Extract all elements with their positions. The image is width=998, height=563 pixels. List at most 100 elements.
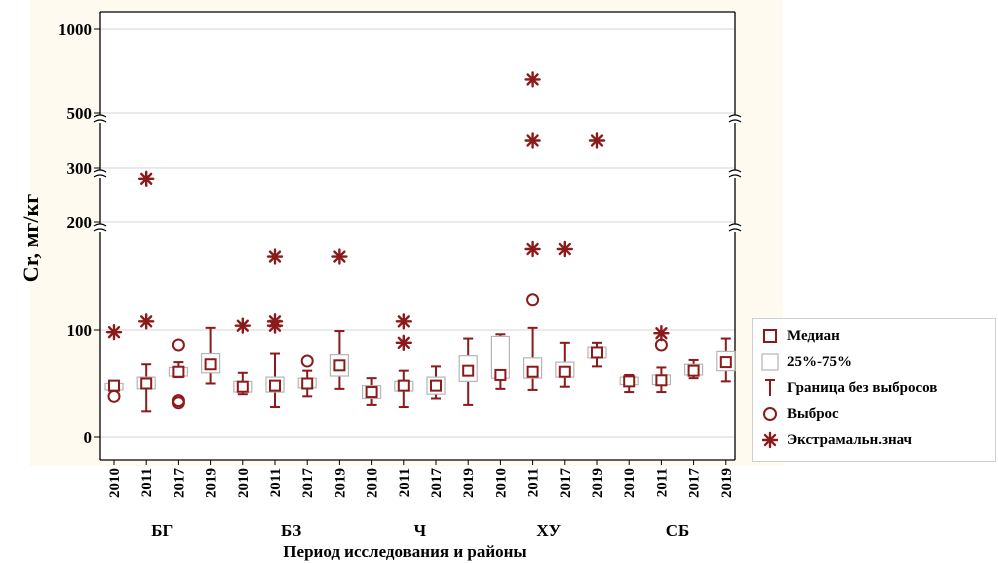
median-marker [591,346,603,359]
legend: Медиан 25%-75% Граница без выбросов Выброс Э… [752,318,996,462]
outlier-point [171,394,185,408]
legend-label: Медиан [787,327,840,344]
median-marker [236,380,249,393]
axis-break-mark [728,174,742,178]
asterisk-stroke [526,242,539,256]
x-tick-label: 2019 [461,468,477,498]
extreme-point [556,240,573,258]
asterisk-stroke [590,134,604,147]
extreme-point [137,313,155,330]
legend-item: Выброс [759,403,839,425]
box-Ч-2010 [362,377,382,406]
asterisk-stroke [107,325,121,339]
asterisk-stroke [333,250,346,263]
asterisk-stroke [140,315,153,328]
legend-box-icon [761,353,779,371]
group-label: СБ [666,521,690,540]
y-tick-label: 200 [67,213,93,232]
group-label: БГ [151,521,173,540]
legend-item: Граница без выбросов [759,377,937,399]
box-Ч-2011 [394,313,414,409]
median-marker [623,375,636,388]
axis-break-mark [728,223,742,227]
x-tick-label: 2010 [493,468,509,498]
group-label: ХУ [536,521,561,540]
y-tick-label: 300 [67,159,93,178]
box-СБ-2017 [683,358,704,380]
axis-break-gap [93,224,107,232]
x-tick-label: 2011 [397,468,413,497]
x-tick-label: 2011 [654,468,670,497]
extreme-point [524,240,541,258]
x-tick-label: 2011 [526,468,542,497]
median-marker [687,364,700,377]
extreme-point [653,325,670,342]
x-tick-label: 2017 [429,468,445,499]
axis-break-mark [728,228,742,232]
legend-circle-icon [763,407,777,421]
box-СБ-2010 [619,373,639,394]
median-marker [397,379,410,392]
x-tick-label: 2019 [719,468,735,498]
extreme-point [524,132,541,149]
box-БГ-2010 [104,323,124,403]
plot-area [30,0,783,466]
axis-break-mark [728,119,742,123]
median-marker [430,379,442,392]
asterisk-stroke [397,336,410,349]
axis-break-mark [728,169,742,173]
median-marker [655,374,668,387]
extreme-point [395,334,412,352]
legend-asterisk-shape [761,431,779,449]
legend-label: Граница без выбросов [787,379,938,396]
axis-break-mark [93,169,107,173]
box-БГ-2017 [168,338,188,410]
median-marker [719,356,732,369]
box-БГ-2019 [201,326,221,385]
axis-break-gap [728,170,742,178]
asterisk-stroke [236,319,249,332]
legend-item: Экстрамальн.знач [759,429,912,451]
median-marker [204,358,217,371]
box-ХУ-2017 [555,240,575,388]
legend-label: Выброс [787,405,839,422]
extreme-point [395,313,412,330]
extreme-point [524,71,541,88]
median-marker [462,364,475,377]
median-marker [494,368,507,381]
median-marker [333,359,346,372]
axis-break-gap [728,115,742,123]
axis-break-mark [93,119,107,123]
asterisk-stroke [268,315,282,328]
x-axis-title: Период исследования и районы [283,542,526,561]
median-marker [558,365,571,378]
box-БЗ-2017 [297,354,317,398]
x-tick-label: 2017 [171,468,187,499]
legend-item: Медиан [759,325,840,347]
x-tick-label: 2010 [107,468,123,498]
y-tick-label: 0 [84,428,93,447]
asterisk-stroke [526,73,539,86]
x-tick-label: 2019 [590,468,606,498]
axis-break-mark [728,114,742,118]
box-Ч-2019 [458,337,478,406]
extreme-point [234,317,252,334]
median-marker [108,379,120,392]
extreme-point [105,323,123,341]
axes [93,11,742,465]
axis-labels: 0 100 200 300 500 1000 2010 2011 2017 2019 2010 201… [18,20,735,561]
median-marker [301,377,314,390]
asterisk-stroke [763,433,777,447]
outlier-point [526,293,540,307]
x-tick-label: 2010 [236,468,252,498]
x-tick-label: 2017 [687,468,703,499]
legend-label: 25%-75% [787,353,852,370]
asterisk-stroke [397,315,410,328]
extreme-point [266,248,284,265]
box-БЗ-2019 [329,248,349,390]
median-marker [269,379,281,392]
box-ХУ-2019 [587,132,607,368]
axis-break-gap [728,224,742,232]
x-tick-label: 2017 [558,468,574,499]
